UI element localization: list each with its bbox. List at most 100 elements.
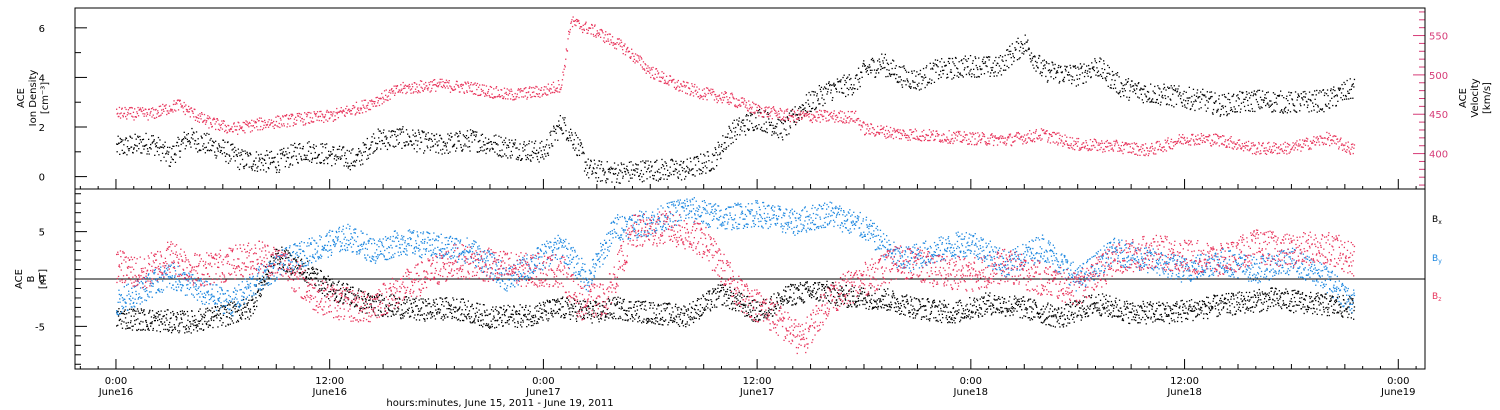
series-top-1-point [1141, 151, 1143, 153]
series-top-0-point [950, 69, 952, 71]
series-bottom-0-point [147, 327, 149, 329]
series-top-0-point [795, 124, 797, 126]
series-bottom-0-point [242, 307, 244, 309]
series-top-1-point [1285, 146, 1287, 148]
series-top-0-point [125, 137, 128, 140]
series-top-0-point [340, 149, 343, 151]
series-top-0-point [322, 146, 324, 148]
series-top-0-point [619, 169, 621, 171]
series-top-0-point [270, 161, 272, 164]
series-top-0-point [1138, 82, 1140, 84]
series-top-0-point [593, 159, 595, 161]
series-top-0-point [530, 160, 532, 162]
series-top-0-point [733, 119, 735, 121]
series-top-0-point [336, 148, 339, 151]
series-top-0-point [1250, 103, 1252, 105]
series-top-0-point [260, 162, 263, 164]
series-top-0-point [193, 132, 195, 134]
series-top-0-point [1235, 100, 1237, 102]
series-top-1-point [394, 94, 396, 96]
series-top-0-point [973, 68, 975, 70]
series-top-1-point [132, 111, 135, 113]
series-top-0-point [1086, 72, 1088, 75]
series-bottom-0-point [223, 305, 225, 307]
series-top-1-point [768, 106, 770, 108]
series-top-0-point [504, 153, 506, 155]
series-bottom-0-point [211, 316, 213, 318]
series-bottom-0-point [165, 313, 168, 316]
series-bottom-0-point [177, 325, 180, 327]
series-bottom-0-point [172, 310, 174, 313]
series-top-1-point [1229, 140, 1232, 142]
series-top-1-point [449, 91, 452, 93]
series-top-0-point [610, 168, 613, 170]
series-top-1-point [1230, 136, 1232, 138]
series-top-0-point [948, 57, 950, 60]
series-top-0-point [190, 137, 193, 139]
series-top-0-point [914, 81, 916, 83]
series-top-1-point [753, 102, 755, 105]
series-top-0-point [1342, 88, 1344, 90]
series-top-0-point [368, 148, 371, 150]
series-top-0-point [895, 65, 897, 67]
series-top-1-point [213, 118, 216, 120]
series-top-0-point [1145, 95, 1147, 97]
series-top-1-point [827, 120, 829, 122]
series-top-1-point [563, 68, 565, 70]
series-top-0-point [1248, 92, 1250, 94]
series-top-0-point [1028, 47, 1030, 49]
series-top-1-point [1089, 139, 1092, 141]
series-top-0-point [1299, 110, 1301, 112]
series-top-1-point [781, 110, 783, 112]
series-top-1-point [297, 115, 300, 117]
series-top-1-point [289, 117, 292, 120]
series-top-0-point [976, 76, 978, 78]
series-top-0-point [328, 150, 330, 152]
series-top-1-point [166, 113, 168, 116]
series-top-1-point [322, 114, 324, 116]
series-top-0-point [668, 175, 670, 177]
series-top-0-point [882, 62, 884, 64]
series-top-1-point [950, 140, 952, 142]
series-top-0-point [1330, 88, 1332, 90]
series-top-1-point [373, 101, 375, 103]
series-top-0-point [313, 144, 315, 146]
series-top-1-point [463, 92, 466, 94]
series-top-1-point [1254, 144, 1256, 146]
series-top-0-point [820, 86, 823, 88]
series-top-1-point [519, 91, 521, 93]
series-top-0-point [560, 127, 562, 129]
series-top-0-point [1313, 105, 1315, 108]
series-top-0-point [230, 158, 232, 160]
series-top-0-point [1252, 95, 1254, 97]
series-top-1-point [1151, 142, 1153, 145]
series-top-0-point [749, 112, 751, 114]
series-bottom-0 [116, 246, 1356, 334]
series-top-1-point [353, 107, 355, 109]
series-top-0-point [269, 163, 271, 165]
series-top-0-point [787, 119, 789, 121]
series-bottom-0-point [220, 317, 223, 320]
series-top-1-point [1322, 137, 1324, 139]
series-top-0-point [900, 66, 902, 68]
series-top-0-point [1133, 88, 1135, 90]
series-top-0-point [952, 61, 954, 63]
series-top-0-point [557, 139, 559, 141]
series-top-0-point [1115, 91, 1118, 93]
series-top-0-point [153, 139, 155, 141]
series-top-1-point [1032, 131, 1035, 134]
series-top-1-point [390, 92, 392, 94]
series-top-1-point [1067, 147, 1070, 149]
series-top-1-point [801, 118, 803, 120]
series-top-0-point [1200, 107, 1202, 109]
series-top-0-point [686, 158, 688, 160]
series-top-0-point [764, 110, 766, 112]
series-top-0-point [988, 59, 990, 61]
series-top-1-point [1177, 140, 1179, 142]
series-top-0-point [1138, 97, 1140, 99]
series-top-0-point [599, 180, 602, 182]
series-top-1-point [648, 67, 650, 69]
series-top-0-point [442, 148, 444, 150]
series-top-0-point [875, 72, 877, 74]
